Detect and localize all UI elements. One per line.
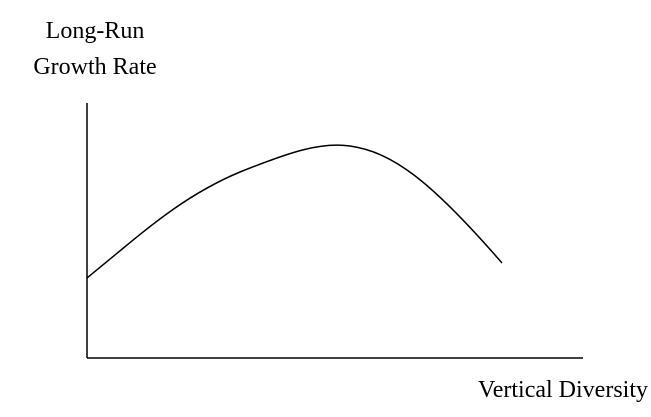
x-axis-label: Vertical Diversity xyxy=(478,377,648,403)
curve xyxy=(86,144,503,279)
y-axis-label-line: Long-Run xyxy=(46,18,145,44)
y-axis-label-line: Growth Rate xyxy=(33,54,156,80)
